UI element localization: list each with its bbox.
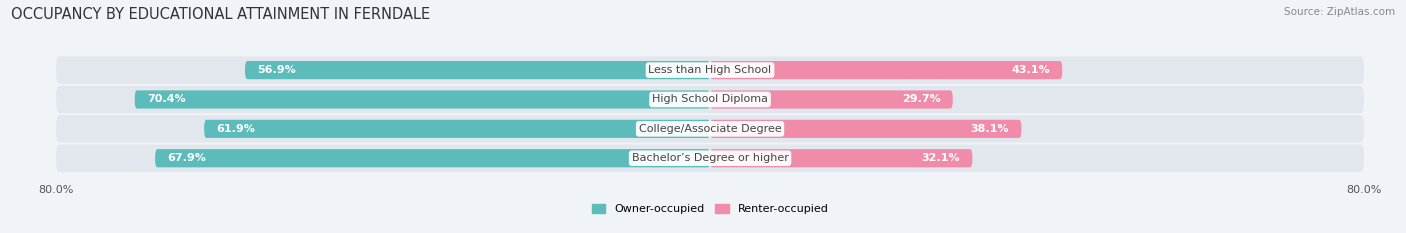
Legend: Owner-occupied, Renter-occupied: Owner-occupied, Renter-occupied	[592, 204, 828, 214]
Text: High School Diploma: High School Diploma	[652, 94, 768, 104]
Text: OCCUPANCY BY EDUCATIONAL ATTAINMENT IN FERNDALE: OCCUPANCY BY EDUCATIONAL ATTAINMENT IN F…	[11, 7, 430, 22]
Text: 43.1%: 43.1%	[1011, 65, 1050, 75]
Text: 56.9%: 56.9%	[257, 65, 297, 75]
FancyBboxPatch shape	[245, 61, 710, 79]
Text: Source: ZipAtlas.com: Source: ZipAtlas.com	[1284, 7, 1395, 17]
FancyBboxPatch shape	[56, 56, 1364, 84]
Text: 38.1%: 38.1%	[970, 124, 1010, 134]
Text: 29.7%: 29.7%	[901, 94, 941, 104]
FancyBboxPatch shape	[155, 149, 710, 167]
FancyBboxPatch shape	[710, 90, 953, 109]
Text: Less than High School: Less than High School	[648, 65, 772, 75]
Text: Bachelor’s Degree or higher: Bachelor’s Degree or higher	[631, 153, 789, 163]
FancyBboxPatch shape	[135, 90, 710, 109]
FancyBboxPatch shape	[56, 115, 1364, 143]
Text: 67.9%: 67.9%	[167, 153, 207, 163]
FancyBboxPatch shape	[710, 149, 973, 167]
Text: College/Associate Degree: College/Associate Degree	[638, 124, 782, 134]
FancyBboxPatch shape	[710, 120, 1021, 138]
Text: 70.4%: 70.4%	[148, 94, 186, 104]
FancyBboxPatch shape	[710, 61, 1063, 79]
Text: 32.1%: 32.1%	[921, 153, 960, 163]
Text: 61.9%: 61.9%	[217, 124, 256, 134]
FancyBboxPatch shape	[56, 144, 1364, 172]
FancyBboxPatch shape	[56, 86, 1364, 113]
FancyBboxPatch shape	[204, 120, 710, 138]
